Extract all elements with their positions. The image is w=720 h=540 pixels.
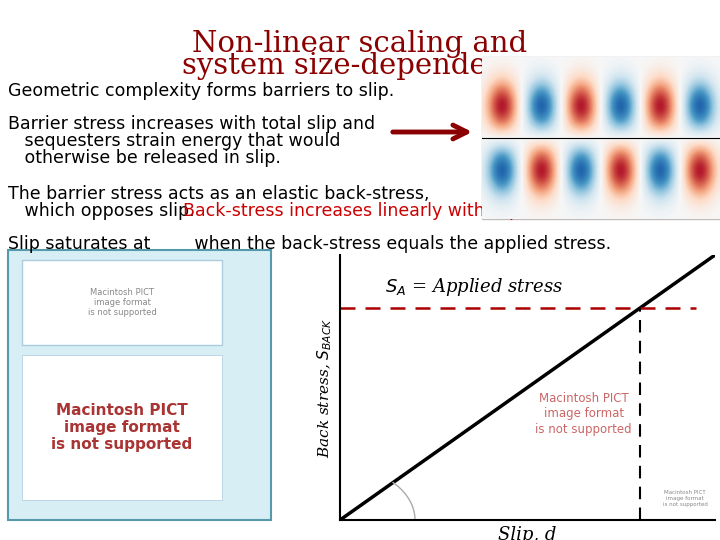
Text: Back-stress increases linearly with slip.: Back-stress increases linearly with slip… xyxy=(183,202,526,220)
Text: Geometric complexity forms barriers to slip.: Geometric complexity forms barriers to s… xyxy=(8,82,395,100)
Text: Macintosh PICT
image format
is not supported: Macintosh PICT image format is not suppo… xyxy=(536,393,632,435)
Text: which opposes slip.: which opposes slip. xyxy=(8,202,200,220)
Text: sequesters strain energy that would: sequesters strain energy that would xyxy=(8,132,341,150)
Text: The barrier stress acts as an elastic back-stress,: The barrier stress acts as an elastic ba… xyxy=(8,185,430,203)
Text: Barrier stress increases with total slip and: Barrier stress increases with total slip… xyxy=(8,115,375,133)
FancyBboxPatch shape xyxy=(22,355,222,500)
Text: Macintosh PICT
image format
is not supported: Macintosh PICT image format is not suppo… xyxy=(88,288,156,318)
Text: Macintosh PICT
image format
is not supported: Macintosh PICT image format is not suppo… xyxy=(51,403,193,453)
Text: Macintosh PICT
image format
is not supported: Macintosh PICT image format is not suppo… xyxy=(662,490,708,507)
X-axis label: Slip, d: Slip, d xyxy=(498,525,557,540)
Text: otherwise be released in slip.: otherwise be released in slip. xyxy=(8,149,281,167)
Y-axis label: Back stress, $S_{BACK}$: Back stress, $S_{BACK}$ xyxy=(316,318,335,457)
Text: Slip saturates at        when the back-stress equals the applied stress.: Slip saturates at when the back-stress e… xyxy=(8,235,611,253)
Text: system size-dependence: system size-dependence xyxy=(181,52,539,80)
Text: Non-linear scaling and: Non-linear scaling and xyxy=(192,30,528,58)
FancyBboxPatch shape xyxy=(8,250,271,520)
Text: $S_A$ = Applied stress: $S_A$ = Applied stress xyxy=(385,276,563,298)
FancyBboxPatch shape xyxy=(22,260,222,345)
